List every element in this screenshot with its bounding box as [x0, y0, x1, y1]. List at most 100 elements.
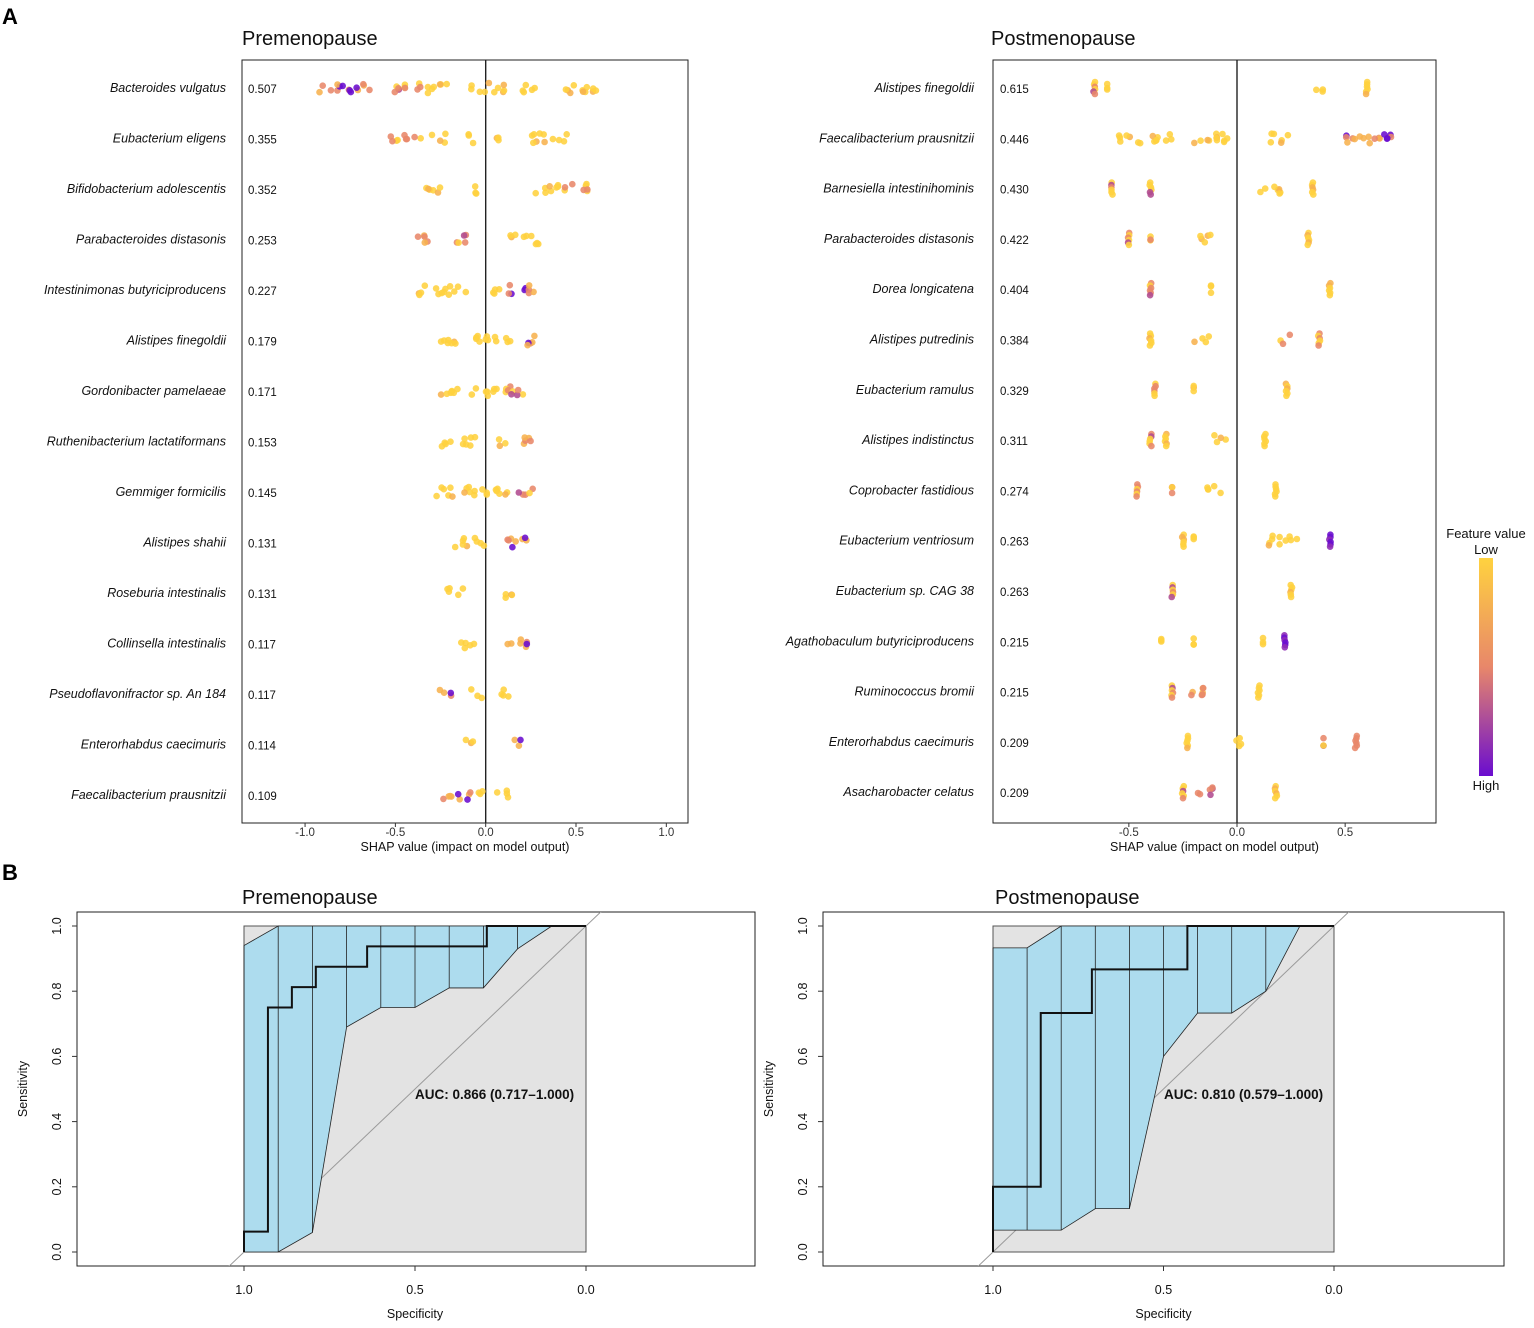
shap-title: Postmenopause — [991, 28, 1136, 50]
feature-label: Bacteroides vulgatus — [110, 81, 226, 95]
shap-point — [562, 86, 570, 93]
shap-point — [1197, 232, 1204, 240]
shap-point — [459, 585, 467, 592]
feature-importance: 0.109 — [248, 791, 277, 803]
shap-point — [1146, 291, 1154, 299]
shap-point — [1210, 482, 1218, 490]
feature-label: Enterorhabdus caecimuris — [81, 738, 226, 752]
feature-label: Ruthenibacterium lactatiformans — [47, 435, 226, 449]
panel-label-b: B — [2, 860, 18, 885]
shap-point — [503, 787, 511, 794]
shap-point — [1267, 139, 1275, 146]
y-tick-label: 0.8 — [796, 982, 810, 999]
shap-point — [468, 85, 475, 93]
shap-point — [520, 233, 528, 241]
feature-importance: 0.311 — [1000, 436, 1028, 448]
feature-label: Alistipes finegoldii — [126, 334, 228, 348]
shap-point — [500, 87, 508, 94]
shap-point — [525, 282, 533, 289]
roc-curve — [243, 925, 586, 1252]
y-tick-label: 0.2 — [796, 1178, 810, 1195]
shap-point — [319, 82, 327, 89]
shap-point — [512, 231, 519, 239]
shap-point — [346, 87, 354, 94]
shap-point — [514, 386, 522, 394]
feature-points-intestinimonas-butyriciproducens — [415, 281, 537, 299]
shap-point — [1284, 131, 1292, 139]
feature-points-enterorhabdus-caecimuris — [462, 736, 524, 749]
feature-label: Alistipes shahii — [142, 536, 227, 550]
feature-importance: 0.507 — [248, 84, 277, 96]
shap-point — [524, 341, 531, 349]
feature-importance: 0.422 — [1000, 235, 1029, 247]
shap-point — [482, 388, 490, 396]
shap-point — [495, 436, 503, 443]
x-tick-label: 0.5 — [1337, 827, 1353, 839]
shap-point — [432, 285, 440, 292]
shap-point — [454, 385, 461, 393]
shap-point — [394, 136, 401, 144]
shap-point — [504, 536, 511, 543]
feature-label: Alistipes finegoldii — [874, 81, 976, 95]
shap-point — [1133, 493, 1140, 500]
x-tick-label: -1.0 — [295, 827, 315, 839]
shap-point — [465, 483, 473, 491]
shap-point — [570, 82, 578, 89]
shap-point — [542, 189, 549, 196]
shap-point — [447, 484, 454, 492]
feature-importance: 0.253 — [248, 236, 277, 248]
x-tick-label: 1.0 — [658, 827, 674, 839]
shap-point — [451, 543, 459, 551]
shap-point — [360, 80, 367, 88]
shap-point — [1148, 442, 1155, 450]
shap-point — [417, 83, 424, 91]
x-axis-label: SHAP value (impact on model output) — [361, 840, 570, 854]
x-tick-label: 1.0 — [235, 1283, 252, 1297]
shap-point — [1283, 392, 1290, 400]
shap-point — [549, 135, 557, 143]
y-tick-label: 0.0 — [50, 1243, 64, 1260]
feature-importance: 0.430 — [1000, 185, 1029, 197]
shap-point — [507, 232, 514, 239]
feature-label: Barnesiella intestinihominis — [823, 182, 974, 196]
x-tick-label: 0.5 — [568, 827, 584, 839]
feature-importance: 0.209 — [1000, 738, 1029, 750]
shap-point — [527, 437, 534, 445]
shap-point — [517, 736, 524, 744]
feature-importance: 0.171 — [248, 387, 277, 399]
x-axis-label: Specificity — [1135, 1307, 1192, 1321]
shap-point — [446, 283, 454, 290]
shap-point — [1319, 88, 1326, 95]
shap-point — [1366, 139, 1373, 147]
feature-label: Eubacterium ventriosum — [839, 534, 974, 548]
shap-plot-postmenopause: Postmenopause -0.5 0.0 0.5 SHAP value (impac… — [785, 28, 1437, 854]
feature-points-asacharobacter-celatus — [1178, 782, 1281, 802]
shap-point — [483, 489, 491, 497]
feature-label: Eubacterium eligens — [113, 132, 226, 146]
shap-point — [540, 131, 547, 138]
shap-point — [461, 435, 468, 443]
shap-point — [421, 239, 429, 246]
shap-point — [1151, 392, 1158, 400]
shap-point — [460, 232, 468, 239]
shap-point — [1162, 442, 1170, 450]
shap-point — [493, 487, 501, 495]
shap-point — [502, 591, 510, 598]
shap-point — [532, 240, 540, 248]
shap-point — [502, 491, 509, 498]
shap-point — [1376, 135, 1383, 142]
shap-title: Premenopause — [242, 28, 378, 50]
shap-point — [508, 391, 515, 398]
shap-point — [1213, 438, 1221, 446]
feature-importance: 0.114 — [248, 741, 277, 753]
shap-point — [511, 736, 518, 744]
shap-point — [569, 180, 576, 188]
shap-point — [448, 339, 455, 347]
shap-point — [471, 487, 478, 495]
shap-point — [504, 794, 512, 801]
shap-point — [531, 332, 538, 340]
feature-points-ruthenibacterium-lactatiformans — [438, 433, 534, 450]
auc-annotation: AUC: 0.810 (0.579–1.000) — [1164, 1087, 1323, 1102]
shap-point — [1168, 593, 1175, 601]
